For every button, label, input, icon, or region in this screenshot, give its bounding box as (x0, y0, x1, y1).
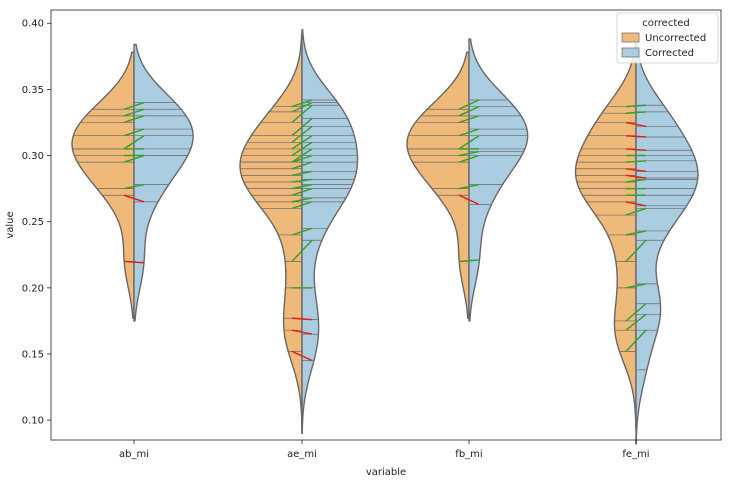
legend-title: corrected (642, 18, 690, 29)
legend-label-corrected: Corrected (645, 48, 694, 59)
legend-swatch-uncorrected (621, 32, 640, 43)
change-line (291, 154, 313, 163)
change-line (625, 168, 647, 173)
change-line (123, 154, 145, 163)
y-tick-label: 0.15 (22, 350, 44, 361)
change-line (458, 135, 480, 150)
change-line (625, 134, 647, 138)
violin-half-uncorrected (574, 42, 637, 428)
change-line (291, 178, 313, 183)
y-axis: 0.10 0.15 0.20 0.25 0.30 0.35 0.40 (22, 19, 51, 427)
violin-half-uncorrected (239, 33, 303, 435)
change-line (625, 313, 647, 331)
change-line (291, 141, 313, 157)
change-line (625, 283, 647, 289)
y-tick-label: 0.35 (22, 85, 44, 96)
change-line (123, 260, 145, 264)
x-tick-label: fb_mi (455, 449, 482, 460)
change-line (291, 104, 313, 124)
change-line (291, 187, 313, 196)
y-tick-label: 0.20 (22, 283, 44, 294)
y-tick-label: 0.25 (22, 217, 44, 228)
change-line (291, 99, 313, 108)
change-line (625, 160, 647, 163)
change-line (625, 303, 647, 322)
legend: corrected Uncorrected Corrected (616, 12, 719, 64)
change-line (123, 135, 145, 150)
change-line (458, 154, 480, 163)
change-line (123, 128, 145, 137)
change-line (291, 148, 313, 163)
y-tick-label: 0.30 (22, 151, 44, 162)
change-line (291, 101, 313, 113)
change-line (625, 111, 647, 114)
change-line (625, 148, 647, 151)
pair-lines-layer (123, 99, 647, 362)
change-line (123, 101, 145, 110)
change-line (458, 115, 480, 124)
change-line (625, 239, 647, 262)
change-line (291, 239, 313, 262)
change-line (458, 128, 480, 137)
change-line (291, 317, 313, 321)
x-tick-label: fe_mi (622, 449, 649, 460)
change-line (625, 174, 647, 179)
change-line (123, 115, 145, 124)
legend-label-uncorrected: Uncorrected (645, 33, 706, 44)
change-line (291, 170, 313, 177)
change-line (625, 201, 647, 207)
legend-swatch-corrected (621, 47, 640, 58)
legend-box (616, 12, 719, 64)
change-line (291, 117, 313, 137)
change-line (458, 99, 480, 110)
change-line (458, 194, 480, 206)
change-line (458, 259, 480, 263)
change-line (291, 329, 313, 335)
change-line (291, 183, 313, 190)
change-line (291, 350, 313, 362)
violin-half-uncorrected (406, 51, 470, 319)
change-line (625, 230, 647, 236)
change-line (291, 227, 313, 236)
violins-layer (71, 29, 699, 445)
change-line (123, 108, 145, 117)
change-line (458, 150, 480, 157)
change-line (291, 201, 313, 210)
change-line (458, 105, 480, 117)
violin-half-corrected (635, 33, 699, 445)
violin-half-corrected (301, 29, 359, 435)
change-line (458, 183, 480, 190)
axes-frame (50, 9, 722, 441)
change-line (291, 197, 313, 203)
y-tick-label: 0.10 (22, 416, 44, 427)
x-axis-label: variable (366, 467, 406, 478)
change-line (625, 121, 647, 128)
violin-half-uncorrected (71, 51, 135, 319)
change-line (291, 161, 313, 170)
y-axis-label: value (5, 211, 16, 238)
violin-half-corrected (468, 38, 529, 322)
violin-half-corrected (133, 43, 194, 322)
x-tick-label: ae_mi (287, 449, 317, 460)
change-line (625, 207, 647, 216)
y-tick-label: 0.40 (22, 19, 44, 30)
x-tick-label: ab_mi (119, 449, 149, 460)
change-line (123, 183, 145, 190)
change-line (123, 194, 145, 203)
change-line (625, 178, 647, 183)
change-line (625, 329, 647, 352)
change-line (291, 135, 313, 150)
x-axis: ab_mi ae_mi fb_mi fe_mi (119, 440, 650, 460)
change-line (625, 104, 647, 108)
change-line (291, 125, 313, 143)
